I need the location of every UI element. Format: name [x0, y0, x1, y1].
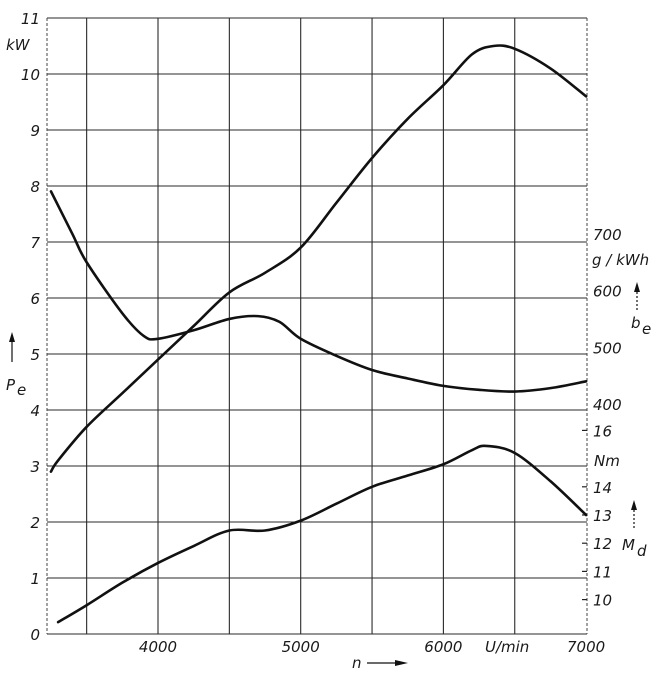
- left-tick-label: 5: [30, 346, 40, 364]
- x-axis-symbol: n: [352, 654, 362, 672]
- torque-curve: [56, 444, 588, 624]
- right-lower-tick-label: 12: [593, 535, 612, 553]
- right-upper-axis-unit: g / kWh: [592, 251, 649, 269]
- x-tick-label: 6000: [424, 638, 462, 656]
- left-tick-label: 4: [30, 402, 40, 420]
- right-lower-tick-label: 13: [593, 507, 612, 525]
- left-tick-label: 8: [30, 178, 40, 196]
- left-tick-label: 3: [30, 458, 40, 476]
- right-upper-tick-label: 700: [593, 226, 622, 244]
- x-axis-unit: U/min: [485, 638, 529, 656]
- plot-frame: [46, 18, 588, 634]
- x-tick-label: 7000: [567, 638, 605, 656]
- right-arrow-head-icon: [395, 660, 408, 666]
- right-lower-axis-unit: Nm: [594, 452, 620, 470]
- grid-lines: [47, 17, 587, 635]
- left-tick-label: 10: [21, 66, 40, 84]
- x-axis-label: n: [352, 654, 408, 672]
- right-lower-tick-label: 14: [593, 479, 612, 497]
- left-axis-label: P e: [6, 332, 26, 399]
- right-upper-axis-ticks: 400 500 600 700: [593, 226, 622, 414]
- left-tick-label: 2: [30, 514, 40, 532]
- fuel-consumption-curve: [49, 190, 588, 393]
- left-tick-label: 0: [30, 626, 40, 644]
- left-tick-label: 11: [21, 10, 40, 28]
- x-tick-label: 5000: [282, 638, 320, 656]
- left-axis-symbol: P: [6, 376, 16, 394]
- left-tick-label: 7: [30, 234, 40, 252]
- right-upper-axis-subscript: e: [642, 320, 651, 338]
- up-arrow-head-icon: [9, 332, 15, 342]
- left-tick-label: 1: [30, 570, 40, 588]
- right-upper-tick-label: 400: [593, 396, 622, 414]
- left-tick-label: 6: [30, 290, 40, 308]
- right-upper-axis-symbol: b: [631, 314, 641, 332]
- left-axis-unit: kW: [6, 36, 31, 54]
- right-lower-tick-label: 11: [593, 563, 612, 581]
- left-axis-ticks: 0 1 2 3 4 5 6 7 8 9 10 11: [21, 10, 41, 644]
- right-lower-axis-subscript: d: [637, 542, 647, 560]
- x-tick-label: 4000: [139, 638, 177, 656]
- power-curve: [49, 44, 588, 473]
- right-lower-tick-label: 16: [593, 422, 612, 440]
- data-curves: [49, 44, 588, 624]
- right-lower-axis-label: M d: [622, 500, 647, 560]
- right-upper-axis-label: b e: [631, 282, 651, 338]
- x-axis-ticks: 4000 5000 6000 7000: [139, 638, 605, 656]
- up-arrow-head-icon: [634, 282, 640, 292]
- right-lower-tick-label: 10: [593, 592, 612, 610]
- left-axis-subscript: e: [17, 381, 26, 399]
- up-arrow-head-icon: [631, 500, 637, 510]
- right-upper-tick-label: 600: [593, 283, 622, 301]
- right-lower-axis-symbol: M: [622, 536, 635, 554]
- left-tick-label: 9: [30, 122, 40, 140]
- right-lower-axis-ticks: 10 11 12 13 14 16: [582, 422, 612, 610]
- right-upper-tick-label: 500: [593, 339, 622, 357]
